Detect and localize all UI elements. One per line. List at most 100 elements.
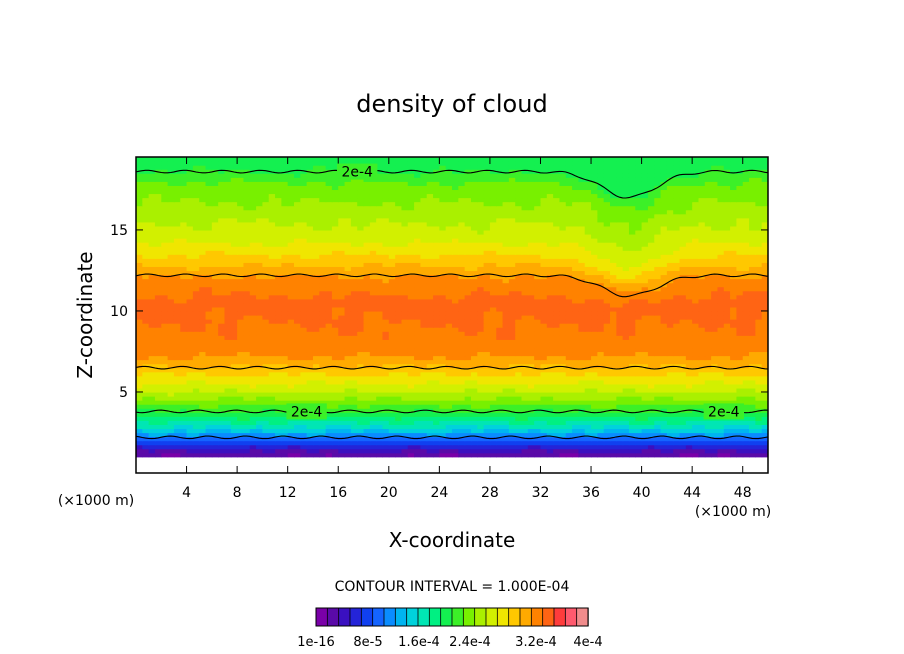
field-cell [192,412,200,417]
field-cell [256,351,263,357]
field-cell [357,452,365,458]
field-cell [508,448,516,454]
field-cell [723,270,731,276]
field-cell [742,319,750,324]
field-cell [407,331,415,336]
field-cell [647,327,655,332]
field-cell [666,331,674,336]
field-cell [218,408,226,413]
field-cell [654,383,662,389]
field-cell [218,254,226,259]
field-cell [553,412,561,417]
field-cell [464,444,472,450]
field-cell [433,424,440,430]
field-cell [603,278,611,284]
field-cell [508,412,516,417]
field-cell [312,327,320,332]
field-cell [641,363,649,369]
field-cell [148,404,156,409]
field-cell [452,335,459,340]
field-cell [205,343,213,349]
field-cell [211,302,219,308]
field-cell [698,355,706,361]
field-cell [704,452,712,458]
field-cell [742,359,750,365]
field-cell [167,258,175,263]
field-cell [527,302,535,308]
field-cell [439,351,447,357]
field-cell [401,339,409,344]
field-cell [464,404,472,409]
field-cell [445,371,453,377]
field-cell [407,396,415,401]
field-cell [692,440,700,446]
field-cell [673,379,681,385]
field-cell [142,412,150,417]
field-cell [388,396,396,401]
field-cell [281,319,289,324]
field-cell [224,262,232,267]
field-cell [192,375,200,381]
field-cell [496,383,504,389]
field-cell [287,278,295,284]
field-cell [578,339,586,344]
field-cell [584,298,592,304]
field-cell [350,266,358,272]
field-cell [527,400,535,405]
field-cell [610,262,617,267]
field-cell [294,375,301,381]
field-cell [136,327,143,332]
field-cell [344,428,352,434]
field-cell [521,387,529,393]
field-cell [477,351,485,357]
field-cell [559,416,567,421]
field-cell [597,440,605,446]
field-cell [376,266,384,272]
field-cell [256,347,263,353]
field-cell [249,452,257,458]
field-cell [546,452,554,458]
field-cell [527,396,535,401]
field-cell [603,400,611,405]
field-cell [426,363,434,369]
field-cell [660,254,668,259]
field-cell [673,444,681,450]
field-cell [325,408,333,413]
field-cell [224,343,232,349]
field-cell [249,432,257,438]
field-cell [142,274,150,280]
field-cell [186,416,194,421]
field-cell [312,315,320,320]
field-cell [749,424,756,430]
field-cell [199,375,207,381]
field-cell [458,315,466,320]
field-cell [363,310,371,316]
field-cell [445,323,453,328]
field-cell [243,274,251,280]
field-cell [464,436,472,442]
field-cell [319,335,327,340]
field-cell [527,359,535,365]
field-cell [527,327,535,332]
field-cell [338,294,346,300]
field-cell [496,306,504,312]
field-cell [635,266,643,272]
field-cell [666,452,674,458]
field-cell [420,315,428,320]
field-cell [553,379,561,385]
field-cell [306,327,314,332]
field-cell [192,302,200,308]
field-cell [395,367,403,373]
field-cell [167,400,175,405]
field-cell [704,262,712,267]
field-cell [742,424,750,430]
field-cell [376,412,384,417]
field-cell [363,315,371,320]
field-cell [628,310,636,316]
field-cell [395,404,403,409]
field-cell [180,282,188,288]
field-cell [489,254,497,259]
field-cell [685,302,693,308]
field-cell [439,347,447,353]
field-cell [344,294,352,300]
